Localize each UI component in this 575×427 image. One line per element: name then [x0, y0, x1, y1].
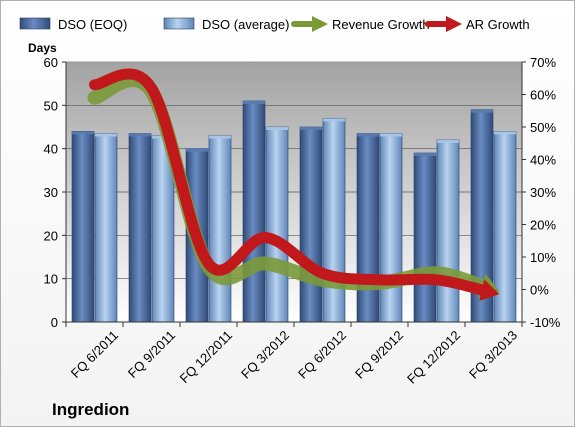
left-axis-ticks: 0 10 20 30 40 50 60 — [44, 55, 66, 330]
legend-label: DSO (average) — [202, 17, 289, 32]
bar-dso-average — [94, 133, 118, 323]
bar-dso-average — [265, 126, 289, 323]
legend: DSO (EOQ) DSO (average) Revenue Growth AR G… — [19, 16, 530, 32]
bar-top-dso-eoq — [471, 109, 493, 113]
bar-dso-average — [322, 118, 346, 323]
y-tick-label: 20 — [44, 228, 58, 243]
bar-top-dso-average — [437, 140, 459, 143]
y-tick-label: 50 — [44, 98, 58, 113]
legend-swatch — [163, 17, 195, 30]
bar-dso-average — [436, 139, 460, 323]
bar-top-dso-average — [209, 135, 231, 139]
bar-top-dso-eoq — [414, 153, 436, 156]
y-tick-label: 30 — [44, 185, 58, 200]
bar-top-dso-average — [95, 133, 117, 137]
bar-dso-eoq — [71, 131, 95, 323]
ar-growth-line — [89, 68, 490, 296]
bar-dso-eoq — [356, 133, 380, 323]
bar-top-dso-eoq — [129, 133, 151, 137]
y2-tick-label: -10% — [530, 315, 561, 330]
bar-dso-average — [208, 135, 232, 323]
y-axis-title: Days — [28, 41, 57, 55]
bar-top-dso-eoq — [300, 127, 322, 130]
ar-growth-arrowhead — [479, 279, 500, 301]
y-tick-label: 10 — [44, 272, 58, 287]
lines-layer — [87, 68, 500, 301]
y2-tick-label: 10% — [530, 250, 556, 265]
y2-tick-label: 70% — [530, 55, 556, 70]
bar-top-dso-eoq — [243, 101, 265, 104]
right-axis-ticks: -10% 0% 10% 20% 30% 40% 50% 60% 70% — [522, 55, 561, 330]
chart-title: Ingredion — [52, 400, 129, 419]
legend-label: DSO (EOQ) — [58, 17, 127, 32]
bar-dso-eoq — [128, 133, 152, 323]
legend-arrow — [446, 16, 462, 32]
y2-tick-label: 60% — [530, 88, 556, 103]
legend-label: AR Growth — [466, 17, 530, 32]
bars-layer — [71, 100, 517, 323]
bar-top-dso-eoq — [357, 133, 379, 137]
bar-top-dso-average — [323, 118, 345, 122]
y-tick-label: 60 — [44, 55, 58, 70]
y2-tick-label: 30% — [530, 185, 556, 200]
legend-label: Revenue Growth — [332, 17, 430, 32]
legend-swatch — [19, 17, 51, 30]
bar-top-dso-average — [266, 127, 288, 130]
legend-arrow — [312, 16, 328, 32]
y-tick-label: 40 — [44, 142, 58, 157]
bar-top-dso-eoq — [72, 131, 94, 135]
y2-tick-label: 20% — [530, 218, 556, 233]
bar-dso-average — [379, 133, 403, 323]
bar-dso-eoq — [299, 126, 323, 323]
bar-top-dso-average — [494, 131, 516, 135]
bar-top-dso-average — [380, 133, 402, 137]
y2-tick-label: 40% — [530, 153, 556, 168]
bar-dso-eoq — [242, 100, 266, 323]
y2-tick-label: 0% — [530, 283, 549, 298]
y-tick-label: 0 — [51, 315, 58, 330]
y2-tick-label: 50% — [530, 120, 556, 135]
bar-dso-eoq — [413, 152, 437, 323]
bar-top-dso-eoq — [186, 148, 208, 152]
